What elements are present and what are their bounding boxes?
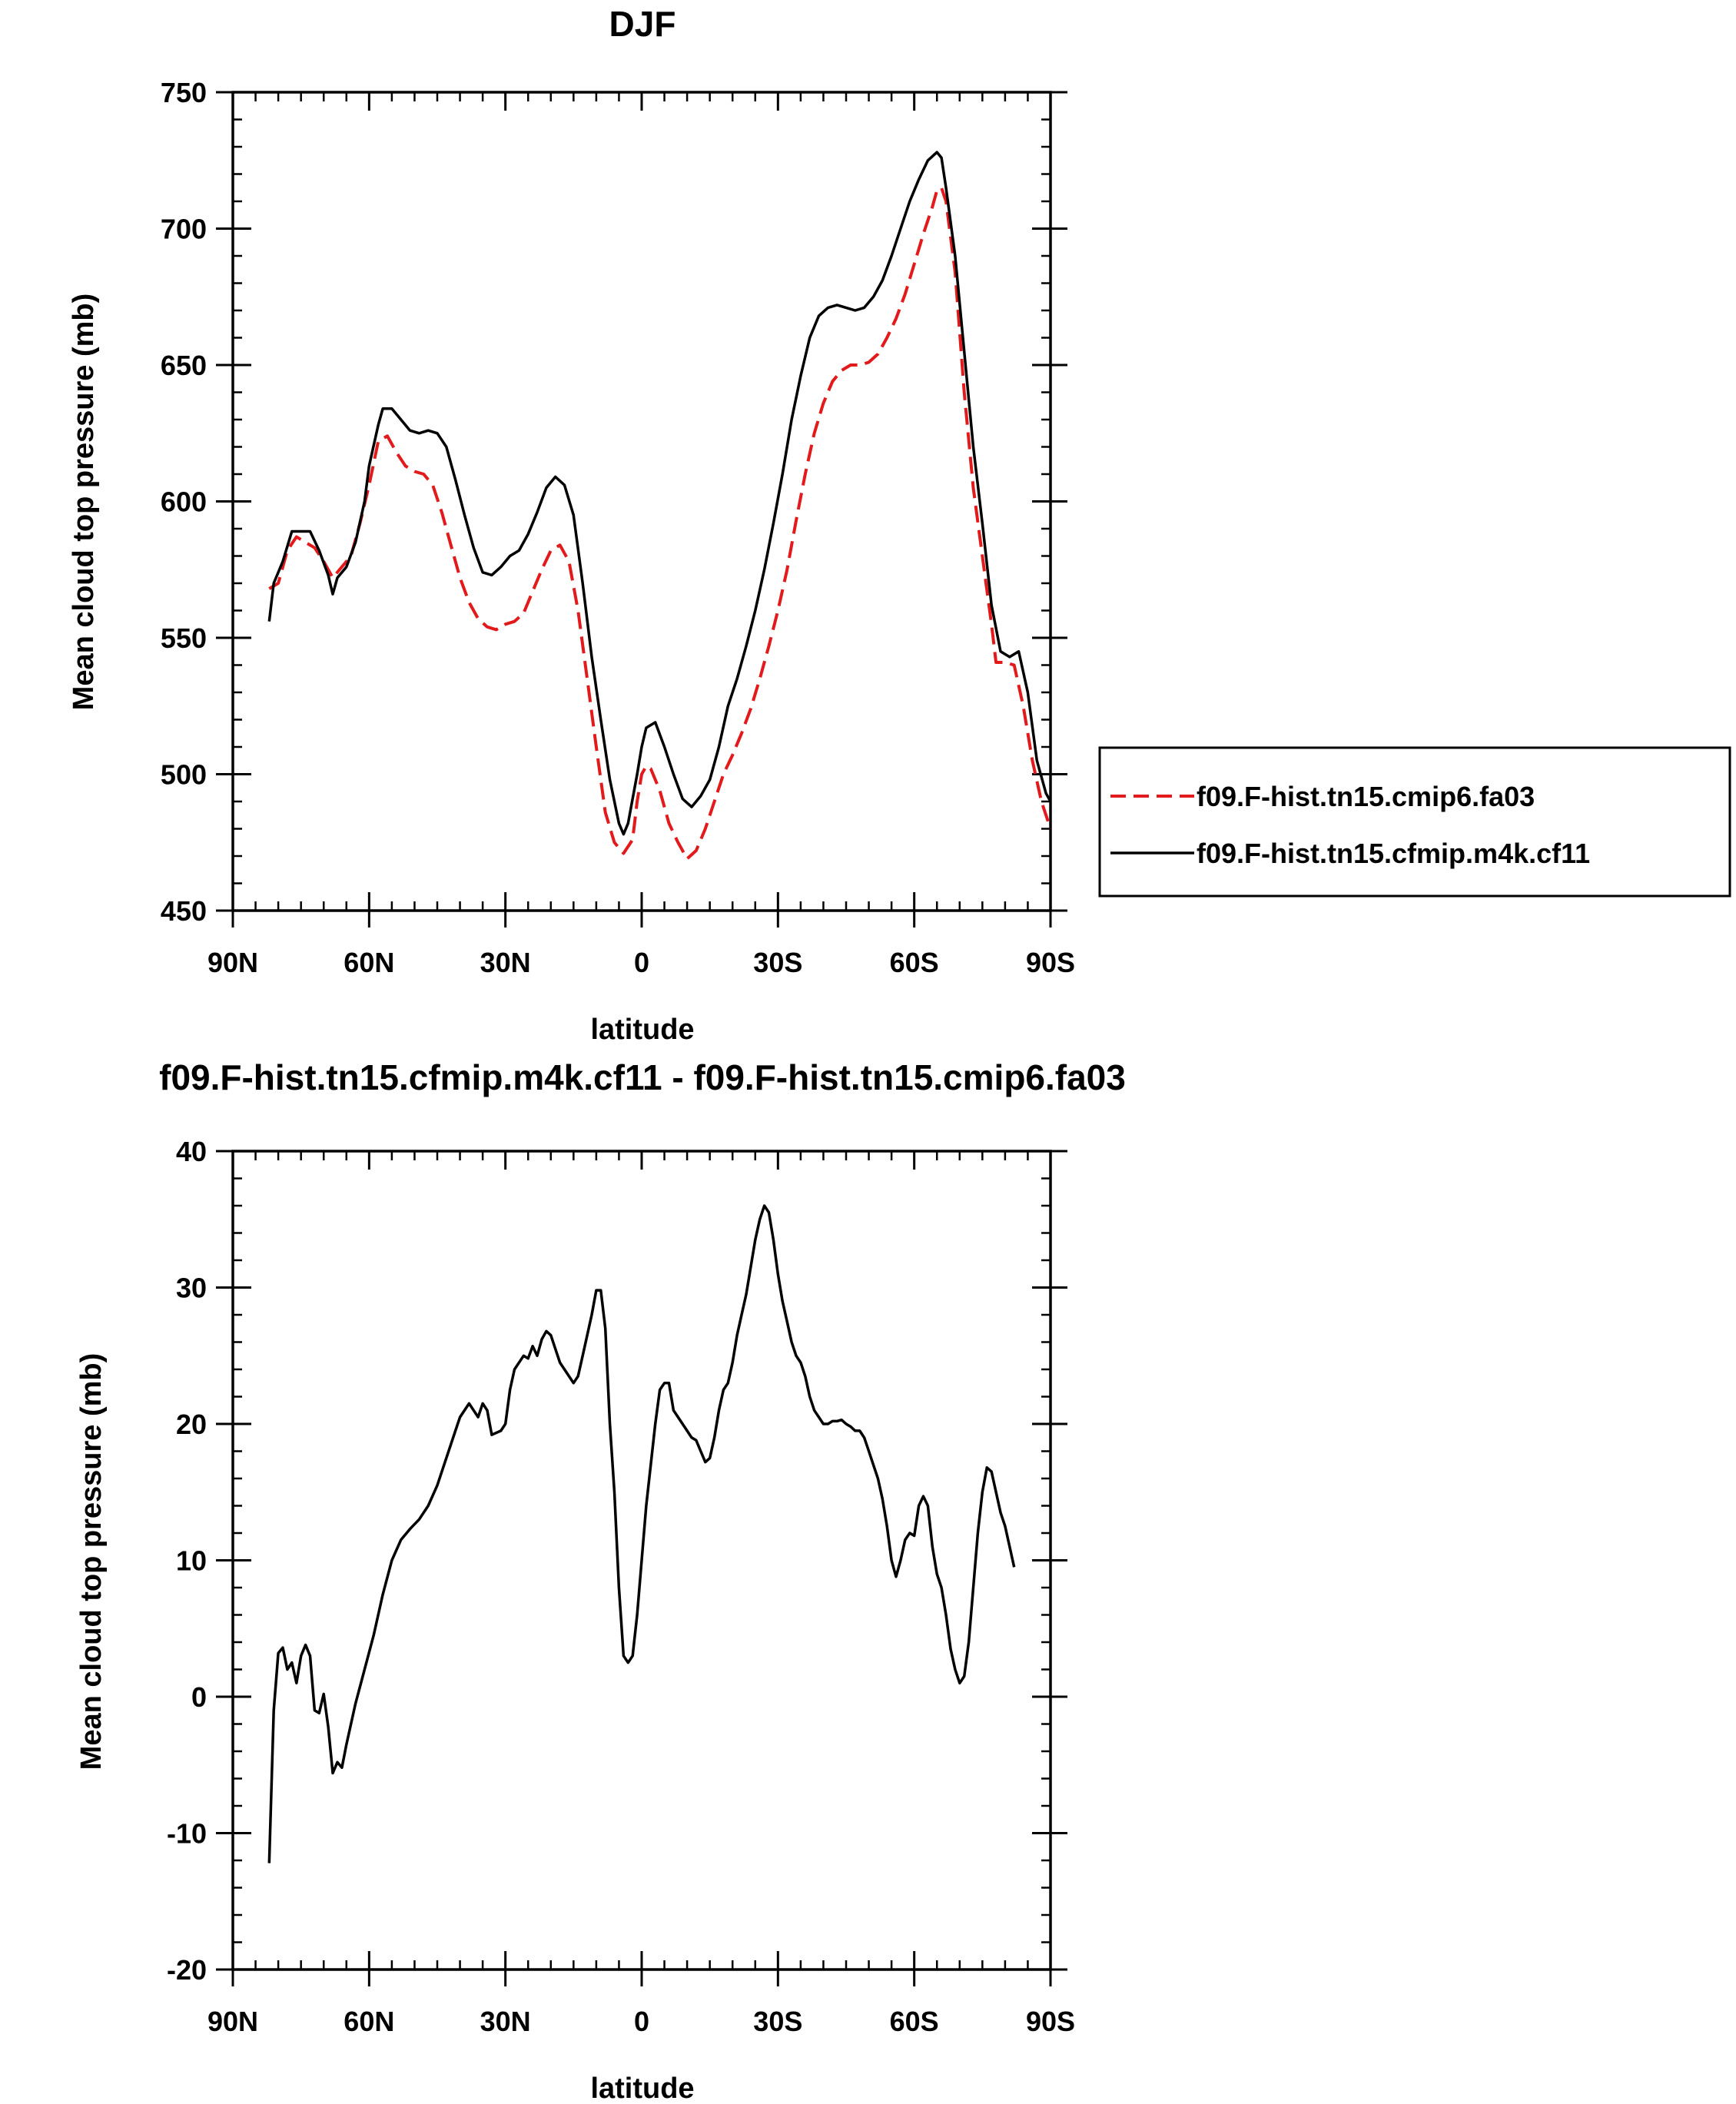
- y-tick-label: 40: [176, 1136, 207, 1167]
- x-tick-label: 90S: [1026, 2006, 1075, 2037]
- y-tick-label: 10: [176, 1545, 207, 1577]
- y-tick-label: 30: [176, 1273, 207, 1304]
- x-tick-label: 90N: [207, 2006, 258, 2037]
- plot-frame: [231, 91, 1052, 912]
- x-tick-label: 30N: [480, 947, 531, 978]
- y-axis-label: Mean cloud top pressure (mb): [68, 294, 100, 711]
- y-tick-label: 500: [161, 759, 207, 791]
- x-tick-label: 0: [634, 947, 649, 978]
- y-tick-label: 0: [191, 1681, 207, 1713]
- plot-series: [267, 151, 1052, 861]
- y-tick-label: -20: [167, 1954, 207, 1986]
- chart-title: f09.F-hist.tn15.cfmip.m4k.cf11 - f09.F-h…: [159, 1057, 1126, 1097]
- x-tick-label: 90N: [207, 947, 258, 978]
- x-tick-label: 30N: [480, 2006, 531, 2037]
- x-tick-label: 90S: [1026, 947, 1075, 978]
- series-line-1: [267, 151, 1052, 836]
- y-tick-label: 750: [161, 77, 207, 108]
- y-tick-label: 700: [161, 214, 207, 245]
- series-line-0: [268, 186, 1052, 861]
- x-tick-label: 30S: [753, 947, 802, 978]
- legend-label-cfmip: f09.F-hist.tn15.cfmip.m4k.cf11: [1197, 838, 1590, 869]
- x-tick-label: 0: [634, 2006, 649, 2037]
- plot-series: [267, 1204, 1016, 1863]
- axes: 90N 60N 30N 0 30S 60S 90S -20 -10 0 10 20 30 40: [167, 1136, 1075, 2037]
- y-tick-label: 450: [161, 895, 207, 927]
- chart-title: DJF: [609, 4, 676, 44]
- y-tick-label: 550: [161, 622, 207, 654]
- y-axis-label: Mean cloud top pressure (mb): [75, 1353, 108, 1770]
- axes: 90N 60N 30N 0 30S 60S 90S 450 500 550 600 650 700 750: [161, 77, 1075, 978]
- y-tick-label: -10: [167, 1818, 207, 1850]
- legend: f09.F-hist.tn15.cmip6.fa03 f09.F-hist.tn…: [1098, 746, 1731, 898]
- series-line-0: [267, 1204, 1016, 1863]
- legend-label-cmip6: f09.F-hist.tn15.cmip6.fa03: [1197, 781, 1535, 812]
- y-tick-label: 20: [176, 1409, 207, 1440]
- x-tick-label: 60N: [344, 2006, 394, 2037]
- x-tick-label: 60S: [890, 2006, 939, 2037]
- chart-difference: f09.F-hist.tn15.cfmip.m4k.cf11 - f09.F-h…: [75, 1057, 1126, 2104]
- x-tick-label: 60S: [890, 947, 939, 978]
- x-axis-label: latitude: [590, 2072, 694, 2104]
- y-tick-label: 600: [161, 486, 207, 518]
- x-axis-label: latitude: [590, 1014, 694, 1046]
- chart-djf: DJF 90N 60N 30N 0 30S 60S 90S 450 500 550 600 650 70…: [68, 4, 1731, 1046]
- legend-box: [1098, 746, 1731, 898]
- x-tick-label: 60N: [344, 947, 394, 978]
- x-tick-label: 30S: [753, 2006, 802, 2037]
- y-tick-label: 650: [161, 350, 207, 381]
